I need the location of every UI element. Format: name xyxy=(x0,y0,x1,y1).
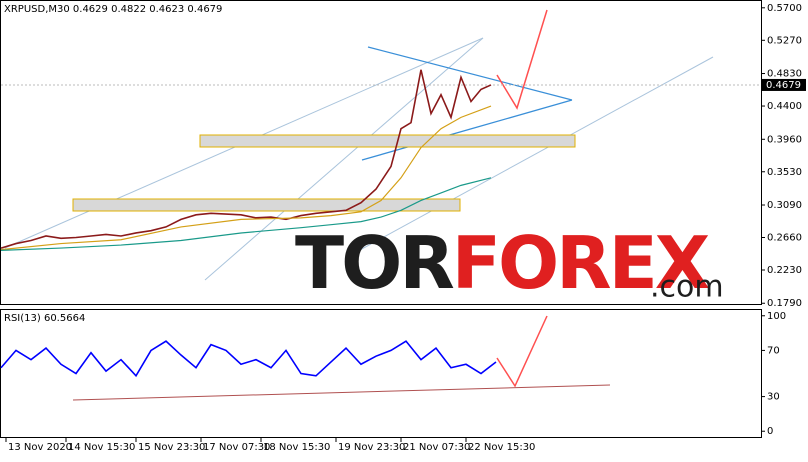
forecast-arrow xyxy=(496,315,548,388)
y-tick-label: 0.5270 xyxy=(767,35,802,46)
watermark-domain: .com xyxy=(650,270,724,305)
x-tick-label: 19 Nov 23:30 xyxy=(338,442,405,453)
x-tick-label: 22 Nov 15:30 xyxy=(468,442,535,453)
series-line xyxy=(0,340,497,378)
series-line xyxy=(0,177,492,251)
last-price-box xyxy=(762,78,806,91)
triangle-line xyxy=(361,99,573,161)
channel-line xyxy=(204,37,484,281)
x-tick-label: 21 Nov 07:30 xyxy=(403,442,470,453)
price-panel xyxy=(0,0,762,305)
y-tick-label: 0.5700 xyxy=(767,3,802,14)
x-tick-label: 13 Nov 2020 xyxy=(8,442,72,453)
last-price-label: 0.4679 xyxy=(766,80,801,91)
y-tick-label: 0.4830 xyxy=(767,69,802,80)
x-tick-label: 18 Nov 15:30 xyxy=(263,442,330,453)
y-tick-label: 0.3090 xyxy=(767,200,802,211)
zone xyxy=(72,198,461,212)
watermark: TORFOREX xyxy=(295,221,710,305)
y-tick-label: 30 xyxy=(767,392,780,403)
zone xyxy=(199,134,576,148)
rsi-title: RSI(13) 60.5664 xyxy=(4,313,85,324)
y-tick-label: 0 xyxy=(767,426,773,437)
x-tick-label: 15 Nov 23:30 xyxy=(138,442,205,453)
watermark-part: TOR xyxy=(295,221,453,305)
forecast-arrow xyxy=(496,9,548,110)
series-line xyxy=(0,69,492,249)
y-tick-label: 0.2660 xyxy=(767,233,802,244)
channel-line xyxy=(359,56,714,251)
rsi-trendline xyxy=(72,384,611,401)
y-tick-label: 0.3530 xyxy=(767,167,802,178)
y-tick-label: 0.1790 xyxy=(767,298,802,309)
y-tick-label: 0.4400 xyxy=(767,101,802,112)
x-tick-label: 14 Nov 15:30 xyxy=(68,442,135,453)
chart-title: XRPUSD,M30 0.4629 0.4822 0.4623 0.4679 xyxy=(4,4,222,15)
x-tick-label: 17 Nov 07:30 xyxy=(203,442,270,453)
rsi-panel xyxy=(0,309,762,438)
triangle-line xyxy=(367,46,573,101)
watermark-part: FOREX xyxy=(452,221,710,305)
y-tick-label: 70 xyxy=(767,345,780,356)
y-tick-label: 0.2230 xyxy=(767,265,802,276)
y-tick-label: 0.3960 xyxy=(767,134,802,145)
y-tick-label: 100 xyxy=(767,311,786,322)
series-line xyxy=(0,105,492,251)
